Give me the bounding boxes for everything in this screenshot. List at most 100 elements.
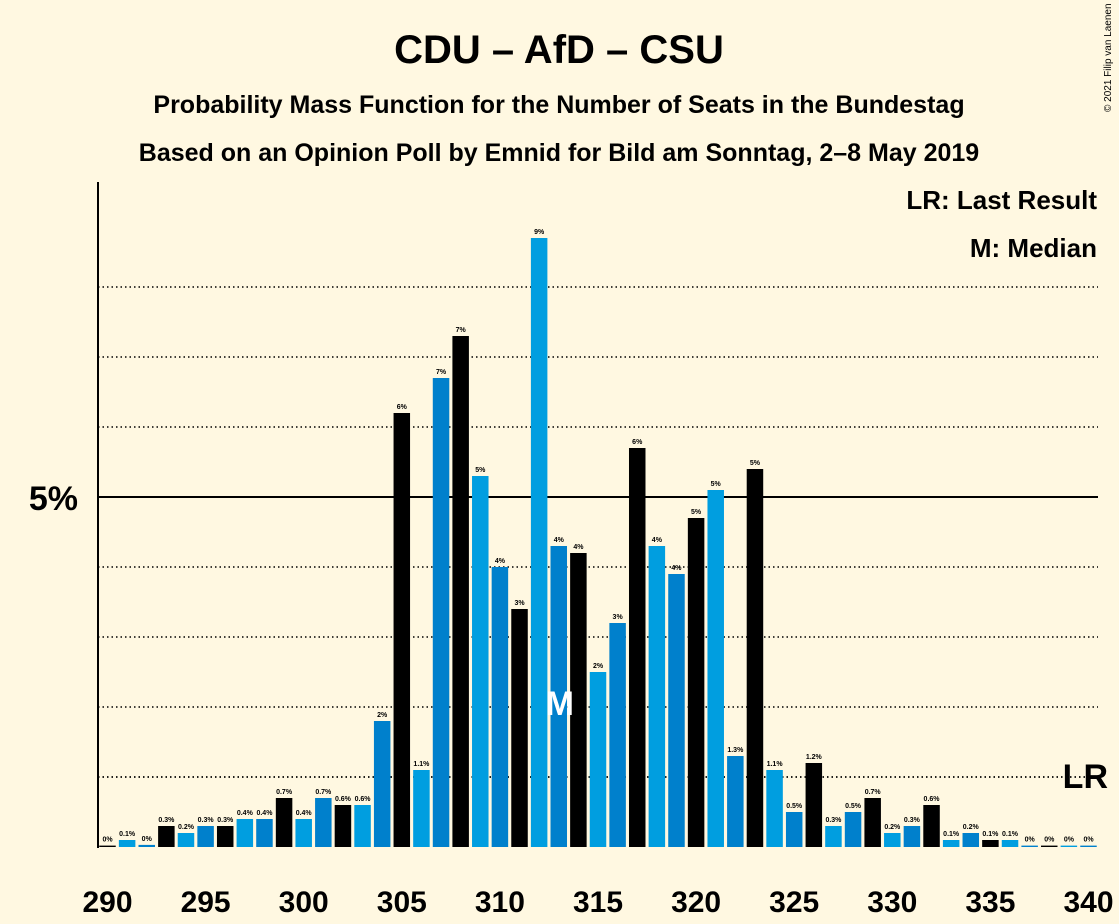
bar-317: [628, 448, 646, 847]
x-tick-330: 330: [867, 886, 917, 919]
bar-322: [727, 756, 744, 847]
data-label-312: 9%: [534, 229, 545, 236]
bar-311: [511, 609, 528, 847]
x-tick-340: 340: [1063, 886, 1113, 919]
bar-331: [903, 826, 921, 847]
data-label-309: 5%: [475, 467, 486, 474]
bar-302: [334, 805, 352, 847]
data-label-292: 0%: [142, 836, 153, 843]
data-label-323: 5%: [750, 460, 761, 467]
bar-338: [1041, 845, 1058, 847]
bar-325: [785, 812, 803, 847]
bar-334: [962, 833, 980, 847]
x-tick-300: 300: [279, 886, 329, 919]
bar-314: [570, 553, 587, 847]
data-label-304: 2%: [377, 712, 388, 719]
bar-320: [687, 518, 705, 847]
bar-304: [373, 721, 391, 847]
data-label-337: 0%: [1025, 837, 1036, 844]
bar-297: [236, 819, 254, 847]
bar-329: [864, 798, 881, 847]
data-label-314: 4%: [573, 544, 584, 551]
x-ticks-group: 290 295 300 305 310 315 320 325 330 335 340: [82, 886, 1113, 919]
data-label-324: 1.1%: [767, 761, 784, 768]
data-label-294: 0.2%: [178, 824, 195, 831]
bar-299: [275, 798, 293, 847]
data-label-328: 0.5%: [845, 803, 862, 810]
data-label-339: 0%: [1064, 837, 1075, 844]
data-label-336: 0.1%: [1002, 831, 1019, 838]
data-label-319: 4%: [671, 565, 682, 572]
bars-group: [99, 238, 1097, 847]
bar-312: [530, 238, 548, 847]
data-label-321: 5%: [711, 481, 722, 488]
bar-328: [844, 812, 862, 847]
bar-319: [668, 574, 685, 847]
data-label-293: 0.3%: [158, 817, 175, 824]
x-tick-310: 310: [475, 886, 525, 919]
data-label-315: 2%: [593, 663, 604, 670]
data-label-306: 1.1%: [413, 761, 430, 768]
data-label-333: 0.1%: [943, 831, 960, 838]
bar-316: [609, 623, 626, 847]
bar-293: [158, 826, 175, 847]
bar-333: [942, 840, 960, 847]
data-label-310: 4%: [495, 558, 506, 565]
chart-title: CDU – AfD – CSU: [394, 28, 724, 72]
data-label-335: 0.1%: [982, 831, 999, 838]
bar-306: [413, 770, 430, 847]
bar-323: [746, 469, 764, 847]
copyright-notice: © 2021 Filip van Laenen: [1103, 3, 1114, 112]
bar-332: [923, 805, 940, 847]
bar-310: [491, 567, 509, 847]
x-tick-315: 315: [573, 886, 623, 919]
x-tick-295: 295: [181, 886, 231, 919]
bar-307: [432, 378, 450, 847]
median-marker: M: [546, 685, 574, 723]
data-label-317: 6%: [632, 439, 643, 446]
data-label-303: 0.6%: [355, 796, 372, 803]
bar-340: [1080, 845, 1097, 847]
data-label-307: 7%: [436, 369, 447, 376]
data-label-302: 0.6%: [335, 796, 352, 803]
data-label-300: 0.4%: [296, 810, 313, 817]
bar-298: [256, 819, 273, 847]
bar-324: [766, 770, 783, 847]
bar-305: [393, 413, 411, 847]
data-label-298: 0.4%: [256, 810, 273, 817]
data-label-340: 0%: [1083, 837, 1094, 844]
data-label-327: 0.3%: [825, 817, 842, 824]
data-label-316: 3%: [613, 614, 624, 621]
data-label-320: 5%: [691, 509, 702, 516]
data-label-290: 0%: [102, 837, 113, 844]
legend-last-result: LR: Last Result: [906, 185, 1097, 215]
x-tick-335: 335: [965, 886, 1015, 919]
bar-336: [1001, 840, 1019, 847]
bar-326: [805, 763, 823, 847]
x-tick-320: 320: [671, 886, 721, 919]
bar-296: [216, 826, 234, 847]
data-label-313: 4%: [554, 537, 565, 544]
data-label-299: 0.7%: [276, 789, 293, 796]
last-result-marker: LR: [1063, 758, 1108, 796]
data-label-305: 6%: [397, 404, 408, 411]
data-label-296: 0.3%: [217, 817, 234, 824]
bar-321: [707, 490, 724, 847]
bar-294: [177, 833, 195, 847]
data-label-297: 0.4%: [237, 810, 254, 817]
data-label-322: 1.3%: [727, 747, 744, 754]
chart-subtitle-2: Based on an Opinion Poll by Emnid for Bi…: [139, 139, 979, 167]
data-label-308: 7%: [456, 327, 467, 334]
y-tick-5-percent: 5%: [29, 480, 78, 518]
bar-313: [550, 546, 568, 847]
bar-291: [118, 840, 136, 847]
bar-309: [472, 476, 489, 847]
data-label-301: 0.7%: [315, 789, 332, 796]
x-tick-325: 325: [769, 886, 819, 919]
bar-339: [1060, 845, 1078, 847]
legend-median: M: Median: [970, 233, 1097, 263]
data-label-318: 4%: [652, 537, 663, 544]
data-label-311: 3%: [514, 600, 525, 607]
bar-292: [138, 844, 155, 847]
